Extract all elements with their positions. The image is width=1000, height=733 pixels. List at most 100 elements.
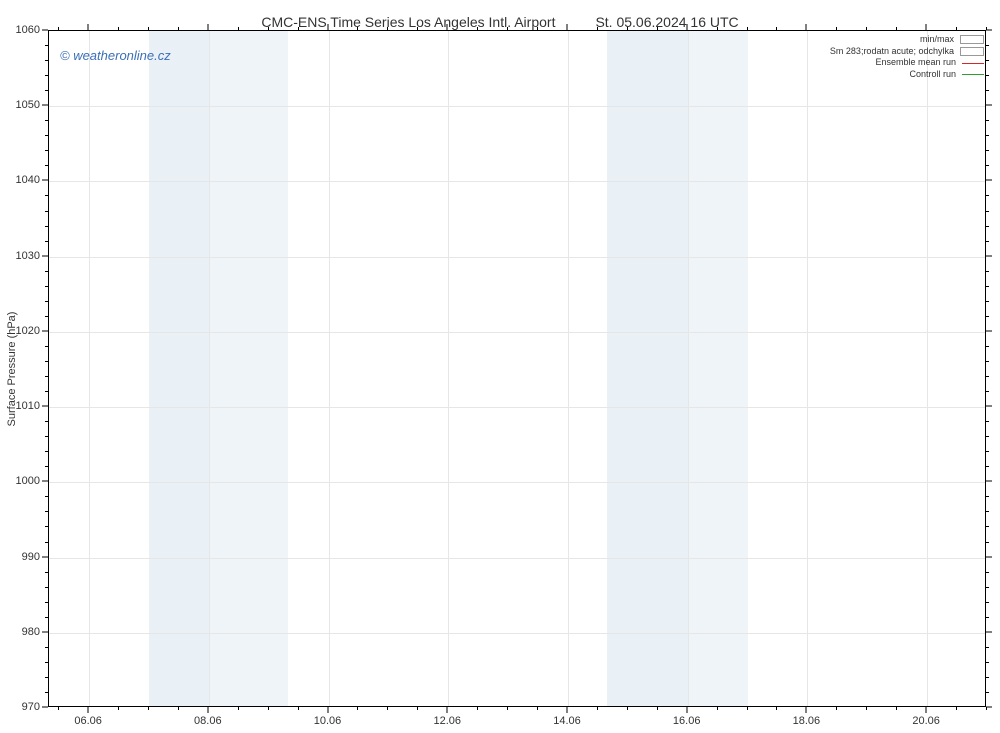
grid-line-horizontal — [49, 482, 985, 483]
legend-row: Controll run — [830, 69, 984, 81]
y-minor-tick — [45, 75, 48, 76]
x-minor-tick — [118, 707, 119, 710]
x-tick-label: 14.06 — [553, 715, 581, 727]
y-tick-mark — [42, 105, 48, 106]
y-minor-tick — [45, 135, 48, 136]
y-minor-tick — [45, 90, 48, 91]
x-minor-tick — [896, 707, 897, 710]
x-minor-tick — [507, 707, 508, 710]
y-tick-mark — [42, 556, 48, 557]
y-minor-tick — [45, 677, 48, 678]
y-tick-label: 1040 — [16, 174, 40, 186]
x-tick-mark — [327, 24, 328, 30]
legend-label: Controll run — [909, 69, 956, 81]
y-minor-tick — [45, 602, 48, 603]
y-minor-tick — [45, 436, 48, 437]
y-minor-tick — [986, 346, 989, 347]
y-tick-mark — [986, 105, 992, 106]
x-tick-label: 06.06 — [74, 715, 102, 727]
y-minor-tick — [986, 376, 989, 377]
y-tick-mark — [42, 330, 48, 331]
y-minor-tick — [45, 165, 48, 166]
y-minor-tick — [45, 316, 48, 317]
x-tick-label: 16.06 — [673, 715, 701, 727]
y-tick-mark — [986, 330, 992, 331]
x-tick-mark — [926, 24, 927, 30]
legend-label: Ensemble mean run — [875, 57, 956, 69]
y-tick-mark — [42, 255, 48, 256]
x-minor-tick — [357, 27, 358, 30]
x-minor-tick — [268, 707, 269, 710]
y-tick-mark — [42, 180, 48, 181]
plot-area — [48, 30, 986, 707]
y-minor-tick — [986, 60, 989, 61]
x-minor-tick — [776, 707, 777, 710]
y-minor-tick — [986, 572, 989, 573]
y-minor-tick — [45, 286, 48, 287]
legend-row: Ensemble mean run — [830, 57, 984, 69]
x-minor-tick — [866, 707, 867, 710]
x-minor-tick — [747, 707, 748, 710]
y-minor-tick — [986, 361, 989, 362]
x-tick-mark — [806, 24, 807, 30]
y-minor-tick — [986, 617, 989, 618]
legend-label: min/max — [920, 34, 954, 46]
y-minor-tick — [986, 195, 989, 196]
grid-line-vertical — [89, 31, 90, 706]
x-minor-tick — [298, 707, 299, 710]
y-minor-tick — [45, 226, 48, 227]
y-minor-tick — [986, 165, 989, 166]
x-minor-tick — [298, 27, 299, 30]
y-minor-tick — [45, 572, 48, 573]
y-minor-tick — [45, 692, 48, 693]
legend-row: min/max — [830, 34, 984, 46]
x-minor-tick — [657, 27, 658, 30]
legend-label: Sm 283;rodatn acute; odchylka — [830, 46, 954, 58]
y-minor-tick — [986, 120, 989, 121]
x-minor-tick — [896, 27, 897, 30]
y-tick-label: 1020 — [16, 325, 40, 337]
x-tick-mark — [207, 24, 208, 30]
y-minor-tick — [986, 316, 989, 317]
x-tick-label: 18.06 — [793, 715, 821, 727]
y-minor-tick — [45, 271, 48, 272]
x-tick-mark — [686, 24, 687, 30]
y-minor-tick — [986, 587, 989, 588]
x-minor-tick — [357, 707, 358, 710]
x-tick-mark — [566, 707, 567, 713]
x-minor-tick — [776, 27, 777, 30]
grid-line-vertical — [927, 31, 928, 706]
x-minor-tick — [148, 27, 149, 30]
x-minor-tick — [627, 27, 628, 30]
grid-line-horizontal — [49, 633, 985, 634]
x-tick-label: 08.06 — [194, 715, 222, 727]
grid-line-horizontal — [49, 332, 985, 333]
y-minor-tick — [45, 617, 48, 618]
x-minor-tick — [866, 27, 867, 30]
x-minor-tick — [118, 27, 119, 30]
y-tick-mark — [986, 255, 992, 256]
legend-swatch-line — [962, 74, 984, 75]
y-minor-tick — [986, 75, 989, 76]
y-minor-tick — [45, 346, 48, 347]
x-tick-label: 12.06 — [433, 715, 461, 727]
y-minor-tick — [986, 662, 989, 663]
x-tick-mark — [447, 707, 448, 713]
y-tick-mark — [986, 631, 992, 632]
x-minor-tick — [747, 27, 748, 30]
y-minor-tick — [986, 677, 989, 678]
x-minor-tick — [597, 707, 598, 710]
x-minor-tick — [417, 707, 418, 710]
y-minor-tick — [45, 647, 48, 648]
y-minor-tick — [45, 211, 48, 212]
x-minor-tick — [717, 27, 718, 30]
y-minor-tick — [986, 301, 989, 302]
y-tick-mark — [42, 481, 48, 482]
grid-line-vertical — [448, 31, 449, 706]
y-minor-tick — [986, 542, 989, 543]
legend-row: Sm 283;rodatn acute; odchylka — [830, 46, 984, 58]
y-minor-tick — [45, 361, 48, 362]
grid-line-horizontal — [49, 106, 985, 107]
y-minor-tick — [45, 451, 48, 452]
y-minor-tick — [45, 466, 48, 467]
